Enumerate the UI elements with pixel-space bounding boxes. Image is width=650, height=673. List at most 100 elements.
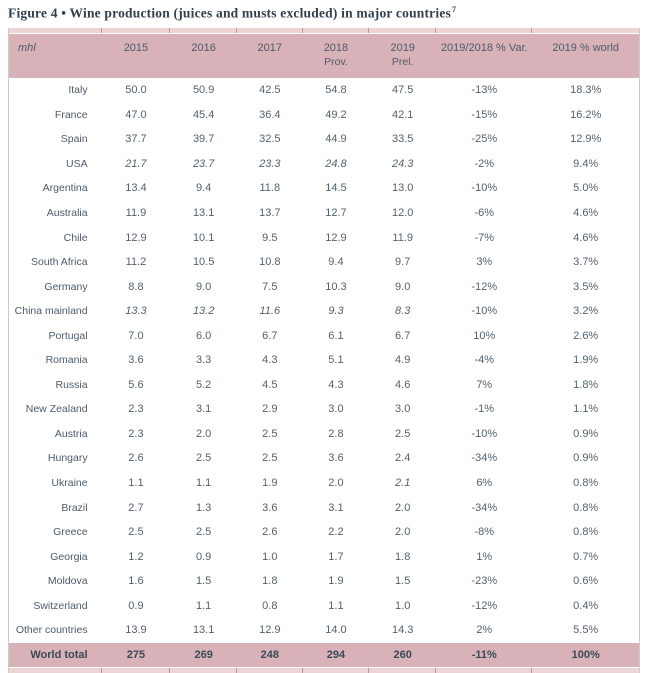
world-cell: 1.8%	[573, 378, 599, 391]
value-cell: 2.0	[395, 526, 411, 539]
table-row: China mainland 13.3 13.2 11.6 9.3 8.3 -1…	[9, 299, 639, 324]
table-row: Russia 5.6 5.2 4.5 4.3 4.6 7% 1.8%	[9, 373, 639, 398]
value-cell: 2.5	[395, 427, 411, 440]
value-cell: 13.9	[125, 624, 147, 637]
value-cell: 14.0	[325, 624, 347, 637]
table-bottom-gap	[9, 666, 639, 668]
value-cell: 8.3	[395, 305, 411, 318]
value-cell: 3.3	[196, 354, 212, 367]
value-cell: 1.2	[128, 550, 144, 563]
country-cell: New Zealand	[25, 403, 88, 416]
value-cell: 4.6	[395, 378, 411, 391]
world-cell: 12.9%	[570, 133, 602, 146]
value-cell: 6.0	[196, 329, 212, 342]
world-total-world: 100%	[571, 648, 600, 661]
value-cell: 54.8	[325, 84, 347, 97]
column-header-2018-prov: 2018 Prov.	[323, 42, 349, 68]
value-cell: 2.3	[128, 427, 144, 440]
country-cell: Brazil	[61, 501, 88, 514]
value-cell: 2.9	[262, 403, 278, 416]
country-cell: Portugal	[48, 329, 88, 342]
value-cell: 2.6	[262, 526, 278, 539]
column-header-2017: 2017	[257, 42, 283, 54]
world-cell: 0.4%	[573, 599, 599, 612]
table-row: France 47.0 45.4 36.4 49.2 42.1 -15% 16.…	[9, 103, 639, 128]
value-cell: 13.2	[192, 305, 215, 318]
value-cell: 6.1	[328, 329, 344, 342]
value-cell: 39.7	[192, 133, 215, 146]
value-cell: 2.2	[328, 526, 344, 539]
table-row: Brazil 2.7 1.3 3.6 3.1 2.0 -34% 0.8%	[9, 495, 639, 520]
table-row: Greece 2.5 2.5 2.6 2.2 2.0 -8% 0.8%	[9, 520, 639, 545]
world-cell: 5.5%	[573, 624, 599, 637]
value-cell: 9.0	[196, 280, 212, 293]
var-cell: 7%	[476, 378, 493, 391]
value-cell: 13.0	[391, 182, 414, 195]
country-cell: Russia	[55, 378, 88, 391]
value-cell: 12.9	[125, 231, 147, 244]
value-cell: 13.1	[192, 207, 215, 219]
value-cell: 21.7	[125, 157, 147, 170]
value-cell: 2.5	[262, 452, 278, 465]
value-cell: 1.1	[328, 599, 344, 612]
var-cell: -13%	[471, 84, 498, 97]
table-row: Ukraine 1.1 1.1 1.9 2.0 2.1 6% 0.8%	[9, 471, 639, 496]
value-cell: 12.9	[325, 231, 347, 244]
value-cell: 3.6	[328, 452, 344, 465]
value-cell: 4.3	[262, 354, 278, 367]
var-cell: -8%	[474, 526, 495, 539]
var-cell: -25%	[471, 133, 498, 146]
value-cell: 42.5	[259, 84, 281, 97]
table-row: Spain 37.7 39.7 32.5 44.9 33.5 -25% 12.9…	[9, 127, 639, 152]
var-cell: -12%	[471, 599, 498, 612]
world-cell: 0.8%	[573, 477, 599, 490]
value-cell: 3.1	[196, 403, 212, 416]
production-table: mhl 2015 2016 2017 2018 Prov. 2019 Prel. 2…	[8, 28, 640, 673]
value-cell: 1.5	[395, 575, 411, 588]
world-cell: 9.4%	[573, 157, 599, 170]
value-cell: 11.6	[259, 305, 281, 318]
value-cell: 1.1	[196, 599, 212, 612]
world-cell: 0.8%	[573, 526, 599, 539]
value-cell: 50.9	[192, 84, 215, 97]
value-cell: 49.2	[325, 108, 347, 121]
value-cell: 11.2	[125, 256, 147, 269]
country-cell: Romania	[45, 354, 88, 367]
column-header-world-share: 2019 % world	[552, 42, 620, 54]
table-bottom-edge	[9, 667, 639, 673]
var-cell: -34%	[471, 501, 498, 514]
value-cell: 13.4	[125, 182, 147, 195]
table-row: Germany 8.8 9.0 7.5 10.3 9.0 -12% 3.5%	[9, 274, 639, 299]
var-cell: 3%	[476, 256, 493, 269]
world-cell: 4.6%	[573, 231, 599, 244]
world-cell: 4.6%	[573, 207, 599, 219]
value-cell: 3.1	[328, 501, 344, 514]
table-row: Australia 11.9 13.1 13.7 12.7 12.0 -6% 4…	[9, 201, 639, 226]
value-cell: 47.0	[125, 108, 147, 121]
table-row: Hungary 2.6 2.5 2.5 3.6 2.4 -34% 0.9%	[9, 446, 639, 471]
value-cell: 24.8	[325, 157, 347, 170]
value-cell: 1.9	[262, 477, 278, 490]
value-cell: 2.8	[328, 427, 344, 440]
table-row: Austria 2.3 2.0 2.5 2.8 2.5 -10% 0.9%	[9, 422, 639, 447]
column-header-2016: 2016	[191, 42, 216, 54]
var-cell: -10%	[471, 427, 498, 440]
value-cell: 2.1	[395, 477, 411, 490]
var-cell: -4%	[474, 354, 495, 367]
column-header-2019-prel: 2019 Prel.	[390, 42, 415, 68]
value-cell: 2.0	[196, 427, 212, 440]
country-cell: Australia	[46, 207, 88, 219]
world-total-value: 248	[260, 648, 279, 661]
table-row: Romania 3.6 3.3 4.3 5.1 4.9 -4% 1.9%	[9, 348, 639, 373]
world-cell: 3.7%	[573, 256, 599, 269]
value-cell: 2.7	[128, 501, 144, 514]
value-cell: 13.1	[192, 624, 215, 637]
value-cell: 14.3	[391, 624, 414, 637]
value-cell: 2.5	[128, 526, 144, 539]
value-cell: 2.0	[328, 477, 344, 490]
value-cell: 3.0	[395, 403, 411, 416]
value-cell: 1.0	[395, 599, 411, 612]
country-cell: Other countries	[15, 624, 88, 637]
country-cell: France	[54, 108, 88, 121]
value-cell: 44.9	[325, 133, 347, 146]
